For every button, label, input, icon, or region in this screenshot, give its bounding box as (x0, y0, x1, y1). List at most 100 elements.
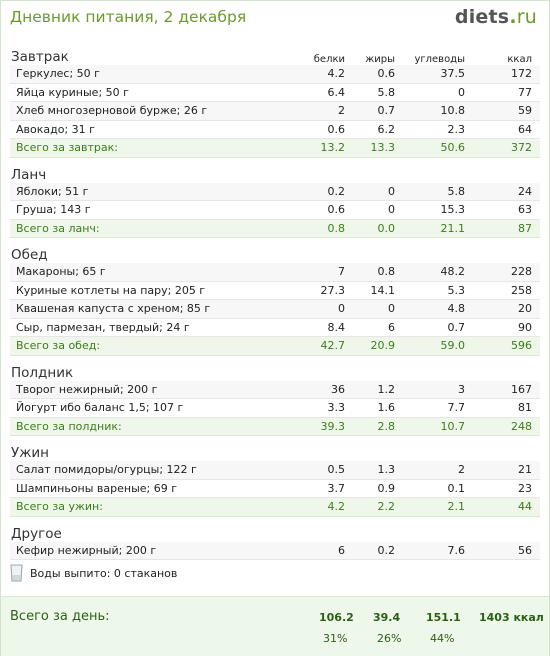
food-protein: 0.6 (327, 203, 346, 217)
total-protein: 4.2 (327, 500, 346, 514)
total-fat: 2.2 (377, 500, 396, 514)
total-carbs: 21.1 (440, 221, 466, 235)
meal-total-label: Всего за ланч: (16, 221, 100, 235)
food-row: Яблоки; 51 г 0.2 0 5.8 24 (10, 182, 540, 201)
column-carbs: углеводы (414, 54, 465, 65)
food-carbs: 0 (458, 85, 465, 99)
meal-total-label: Всего за завтрак: (16, 141, 119, 155)
food-carbs: 37.5 (440, 67, 466, 81)
food-row: Хлеб многозерновой бурже; 26 г 2 0.7 10.8 59 (10, 102, 540, 121)
total-protein: 0.8 (327, 221, 346, 235)
food-fat: 5.8 (377, 85, 396, 99)
day-carbs-pct: 44% (430, 632, 455, 645)
food-fat: 0.8 (377, 265, 396, 279)
food-carbs: 4.8 (447, 302, 466, 316)
meals-list: Завтрак белки жиры углеводы ккал Геркулес; 50… (10, 45, 540, 565)
food-carbs: 15.3 (440, 203, 466, 217)
food-row: Салат помидоры/огурцы; 122 г 0.5 1.3 2 21 (10, 461, 540, 480)
food-fat: 6 (388, 320, 395, 334)
food-protein: 4.2 (327, 67, 346, 81)
total-fat: 13.3 (370, 141, 396, 155)
food-carbs: 2 (458, 463, 465, 477)
food-kcal: 24 (518, 184, 532, 198)
page-title: Дневник питания, 2 декабря (10, 8, 247, 26)
food-kcal: 23 (518, 481, 532, 495)
meal-title: Ланч (11, 166, 47, 183)
meal-section: Ланч Яблоки; 51 г 0.2 0 5.8 24 Груша; 143 г 0.6… (10, 163, 540, 244)
food-kcal: 56 (518, 543, 532, 557)
food-kcal: 81 (518, 401, 532, 415)
total-carbs: 50.6 (440, 141, 466, 155)
food-row: Куриные котлеты на пару; 205 г 27.3 14.1 5.… (10, 282, 540, 300)
food-fat: 0 (388, 203, 395, 217)
food-kcal: 172 (511, 67, 532, 81)
food-row: Кефир нежирный; 200 г 6 0.2 7.6 56 (10, 541, 540, 560)
day-total: Всего за день: 106.2 39.4 151.1 1403 кка… (1, 596, 549, 656)
day-protein: 106.2 (319, 611, 354, 624)
meal-total-row: Всего за обед: 42.7 20.9 59.0 596 (10, 337, 540, 356)
meal-total-label: Всего за полдник: (16, 419, 122, 433)
day-total-label: Всего за день: (10, 609, 110, 624)
food-row: Сыр, пармезан, твердый; 24 г 8.4 6 0.7 90 (10, 319, 540, 337)
food-fat: 0.2 (377, 543, 396, 557)
meal-title: Завтрак (11, 49, 69, 65)
total-carbs: 2.1 (447, 500, 466, 514)
total-kcal: 596 (511, 339, 532, 353)
food-name: Груша; 143 г (16, 203, 91, 217)
food-protein: 36 (331, 382, 345, 396)
meal-section: Завтрак белки жиры углеводы ккал Геркулес; 50… (10, 45, 540, 163)
food-fat: 6.2 (377, 122, 396, 136)
food-fat: 0.9 (377, 481, 396, 495)
food-name: Куриные котлеты на пару; 205 г (16, 283, 206, 297)
food-fat: 1.6 (377, 401, 396, 415)
glass-icon (10, 564, 23, 582)
meal-header: Ужин (10, 441, 540, 461)
food-name: Салат помидоры/огурцы; 122 г (16, 463, 197, 477)
food-name: Квашеная капуста с хреном; 85 г (16, 302, 211, 316)
food-protein: 8.4 (327, 320, 346, 334)
food-name: Творог нежирный; 200 г (16, 382, 158, 396)
food-kcal: 90 (518, 320, 532, 334)
meal-total-row: Всего за ужин: 4.2 2.2 2.1 44 (10, 498, 540, 517)
total-kcal: 248 (511, 419, 532, 433)
site-logo[interactable]: diets.ru (455, 6, 537, 28)
food-protein: 0.5 (327, 463, 346, 477)
food-protein: 7 (338, 265, 345, 279)
water-text: Воды выпито: 0 стаканов (30, 566, 178, 580)
food-protein: 3.7 (327, 481, 346, 495)
food-fat: 0.6 (377, 67, 396, 81)
food-row: Творог нежирный; 200 г 36 1.2 3 167 (10, 380, 540, 399)
food-protein: 6.4 (327, 85, 346, 99)
meal-section: Обед Макароны; 65 г 7 0.8 48.2 228 Куриные кот… (10, 243, 540, 361)
food-fat: 14.1 (370, 283, 396, 297)
meal-title: Другое (11, 525, 62, 542)
food-carbs: 0.7 (447, 320, 466, 334)
food-row: Шампиньоны вареные; 69 г 3.7 0.9 0.1 23 (10, 480, 540, 498)
meal-section: Ужин Салат помидоры/огурцы; 122 г 0.5 1.3 2 2… (10, 441, 540, 522)
food-fat: 1.2 (377, 382, 396, 396)
food-protein: 3.3 (327, 401, 346, 415)
water-summary: Воды выпито: 0 стаканов (10, 564, 177, 582)
total-protein: 13.2 (320, 141, 346, 155)
food-row: Груша; 143 г 0.6 0 15.3 63 (10, 201, 540, 220)
food-row: Геркулес; 50 г 4.2 0.6 37.5 172 (10, 65, 540, 84)
food-carbs: 7.7 (447, 401, 466, 415)
food-protein: 27.3 (320, 283, 346, 297)
food-kcal: 228 (511, 265, 532, 279)
meal-total-label: Всего за обед: (16, 339, 101, 353)
food-protein: 6 (338, 543, 345, 557)
total-fat: 0.0 (377, 221, 396, 235)
food-row: Яйца куриные; 50 г 6.4 5.8 0 77 (10, 84, 540, 102)
meal-total-row: Всего за ланч: 0.8 0.0 21.1 87 (10, 219, 540, 238)
food-name: Сыр, пармезан, твердый; 24 г (16, 320, 190, 334)
food-carbs: 0.1 (447, 481, 466, 495)
food-name: Йогурт ибо баланс 1,5; 107 г (16, 401, 184, 415)
meal-title: Ужин (11, 445, 49, 461)
food-protein: 0.2 (327, 184, 346, 198)
food-protein: 0.6 (327, 122, 346, 136)
day-fat-pct: 26% (377, 632, 402, 645)
food-protein: 0 (338, 302, 345, 316)
food-fat: 1.3 (377, 463, 396, 477)
header: Дневник питания, 2 декабря diets.ru (1, 1, 549, 33)
